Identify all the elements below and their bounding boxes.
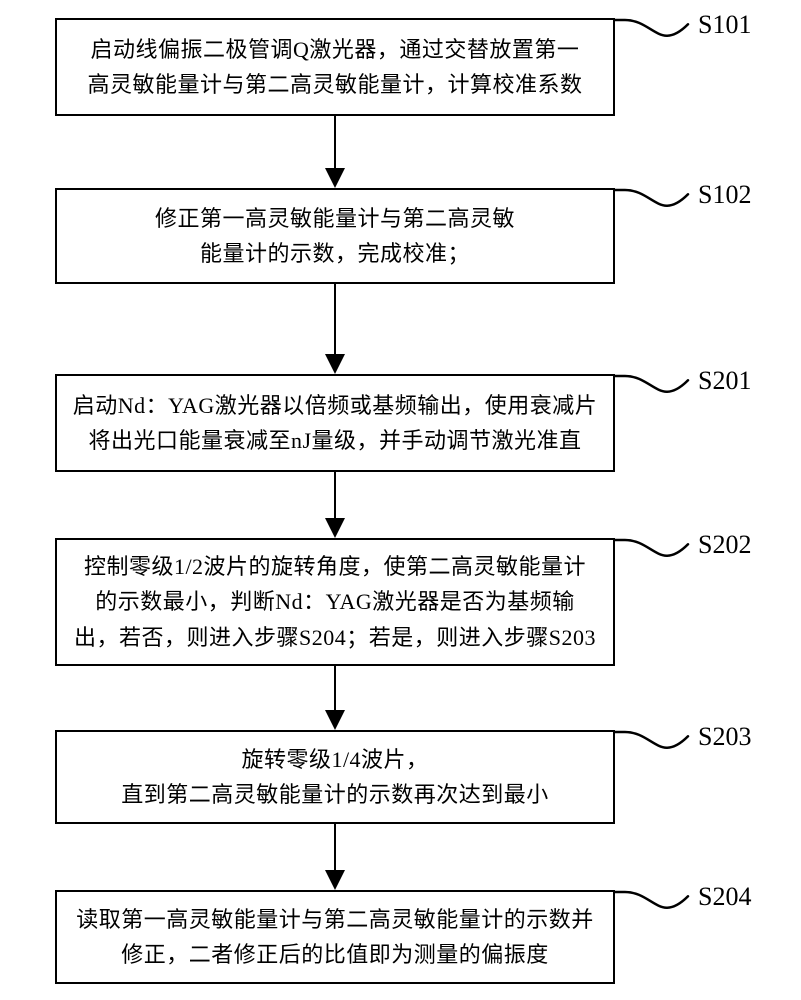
flow-node-text: 启动线偏振二极管调Q激光器，通过交替放置第一 <box>91 32 580 67</box>
bracket-n202 <box>615 540 688 556</box>
flow-node-text: 将出光口能量衰减至nJ量级，并手动调节激光准直 <box>88 423 581 458</box>
bracket-n102 <box>615 190 688 206</box>
flow-node-text: 旋转零级1/4波片， <box>241 742 428 777</box>
flow-node-text: 控制零级1/2波片的旋转角度，使第二高灵敏能量计 <box>84 549 586 584</box>
flow-node-n101: 启动线偏振二极管调Q激光器，通过交替放置第一高灵敏能量计与第二高灵敏能量计，计算… <box>55 18 615 116</box>
flow-node-n102: 修正第一高灵敏能量计与第二高灵敏能量计的示数，完成校准； <box>55 188 615 284</box>
step-label-S203: S203 <box>698 722 751 752</box>
bracket-n203 <box>615 732 688 748</box>
step-label-S204: S204 <box>698 882 751 912</box>
bracket-n201 <box>615 376 688 392</box>
step-label-S201: S201 <box>698 366 751 396</box>
bracket-n204 <box>615 892 688 908</box>
flow-node-text: 高灵敏能量计与第二高灵敏能量计，计算校准系数 <box>87 67 582 102</box>
step-label-S202: S202 <box>698 530 751 560</box>
flow-node-n204: 读取第一高灵敏能量计与第二高灵敏能量计的示数并修正，二者修正后的比值即为测量的偏… <box>55 890 615 984</box>
flow-node-text: 出，若否，则进入步骤S204；若是，则进入步骤S203 <box>74 620 596 655</box>
flow-node-text: 启动Nd：YAG激光器以倍频或基频输出，使用衰减片 <box>73 388 598 423</box>
step-label-S102: S102 <box>698 180 751 210</box>
flow-node-text: 修正第一高灵敏能量计与第二高灵敏 <box>155 201 515 236</box>
bracket-n101 <box>615 20 688 36</box>
flow-node-text: 读取第一高灵敏能量计与第二高灵敏能量计的示数并 <box>76 902 594 937</box>
flow-node-text: 直到第二高灵敏能量计的示数再次达到最小 <box>121 777 549 812</box>
flow-node-text: 修正，二者修正后的比值即为测量的偏振度 <box>121 937 549 972</box>
flow-node-n202: 控制零级1/2波片的旋转角度，使第二高灵敏能量计的示数最小，判断Nd：YAG激光… <box>55 538 615 666</box>
flow-node-n201: 启动Nd：YAG激光器以倍频或基频输出，使用衰减片将出光口能量衰减至nJ量级，并… <box>55 374 615 472</box>
flow-node-text: 能量计的示数，完成校准； <box>200 236 470 271</box>
step-label-S101: S101 <box>698 10 751 40</box>
flow-node-n203: 旋转零级1/4波片，直到第二高灵敏能量计的示数再次达到最小 <box>55 730 615 824</box>
flow-node-text: 的示数最小，判断Nd：YAG激光器是否为基频输 <box>95 584 575 619</box>
